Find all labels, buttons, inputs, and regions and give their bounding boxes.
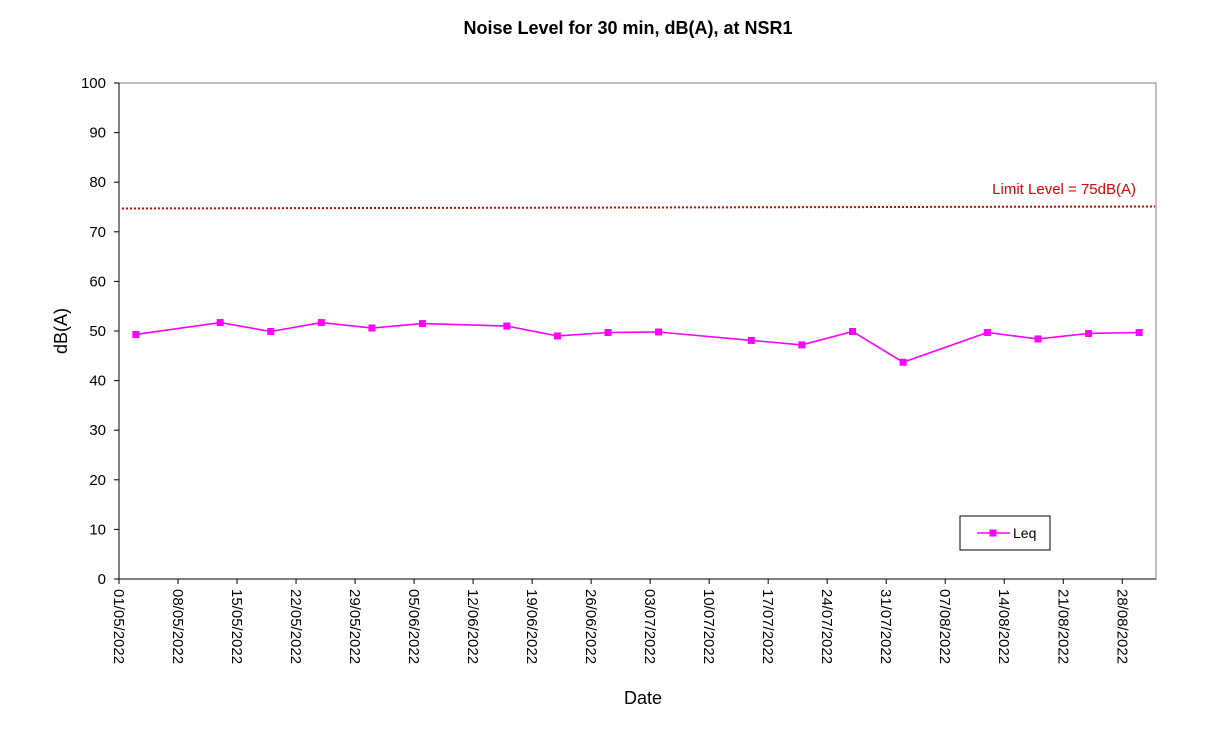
limit-line [121, 205, 1156, 210]
plot-area [118, 82, 1157, 580]
series-line [135, 321, 1140, 364]
x-tick-label: 26/06/2022 [582, 589, 599, 664]
data-point [604, 328, 612, 336]
x-tick-label: 21/08/2022 [1054, 589, 1071, 664]
y-tick-label: 20 [89, 472, 106, 489]
y-tick-label: 60 [89, 273, 106, 290]
data-point [267, 327, 275, 335]
x-axis-label: Date [624, 688, 662, 708]
y-tick-label: 90 [89, 125, 106, 142]
x-tick-label: 07/08/2022 [936, 589, 953, 664]
x-tick-label: 14/08/2022 [995, 589, 1012, 664]
y-tick-label: 80 [89, 174, 106, 191]
data-point [368, 324, 376, 332]
x-tick-label: 29/05/2022 [346, 589, 363, 664]
x-tick-label: 22/05/2022 [287, 589, 304, 664]
data-point [419, 320, 427, 328]
data-point [899, 358, 907, 366]
limit-label: Limit Level = 75dB(A) [992, 181, 1136, 198]
data-point [747, 336, 755, 344]
data-point [655, 328, 663, 336]
x-tick-label: 08/05/2022 [169, 589, 186, 664]
x-tick-label: 10/07/2022 [700, 589, 717, 664]
x-axis: 01/05/2022 08/05/2022 15/05/2022 22/05/2022… [110, 578, 1156, 664]
legend: Leq [959, 515, 1051, 551]
data-point [317, 319, 325, 327]
chart-title: Noise Level for 30 min, dB(A), at NSR1 [463, 18, 792, 38]
x-tick-label: 24/07/2022 [818, 589, 835, 664]
y-tick-label: 70 [89, 224, 106, 241]
x-tick-label: 15/05/2022 [228, 589, 245, 664]
x-tick-label: 01/05/2022 [110, 589, 127, 664]
data-point [553, 332, 561, 340]
y-axis: 0 10 20 30 40 50 60 70 80 90 100 [81, 75, 120, 588]
x-tick-label: 17/07/2022 [759, 589, 776, 664]
data-point [1034, 335, 1042, 343]
x-tick-label: 12/06/2022 [464, 589, 481, 664]
y-axis-label: dB(A) [51, 308, 71, 354]
x-tick-label: 31/07/2022 [877, 589, 894, 664]
y-tick-label: 40 [89, 373, 106, 390]
y-tick-label: 30 [89, 422, 106, 439]
data-point [1085, 329, 1093, 337]
data-point [132, 330, 140, 338]
series-leq [132, 319, 1143, 366]
y-tick-label: 0 [98, 571, 106, 588]
y-tick-label: 50 [89, 323, 106, 340]
data-point [848, 327, 856, 335]
data-point [798, 341, 806, 349]
x-tick-label: 05/06/2022 [405, 589, 422, 664]
data-point [503, 322, 511, 330]
y-tick-label: 10 [89, 521, 106, 538]
x-tick-label: 28/08/2022 [1113, 589, 1130, 664]
data-point [1135, 328, 1143, 336]
data-point [216, 319, 224, 327]
legend-marker [989, 529, 997, 537]
x-tick-label: 19/06/2022 [523, 589, 540, 664]
x-tick-label: 03/07/2022 [641, 589, 658, 664]
legend-label: Leq [1013, 525, 1036, 541]
data-point [983, 328, 991, 336]
y-tick-label: 100 [81, 75, 106, 92]
